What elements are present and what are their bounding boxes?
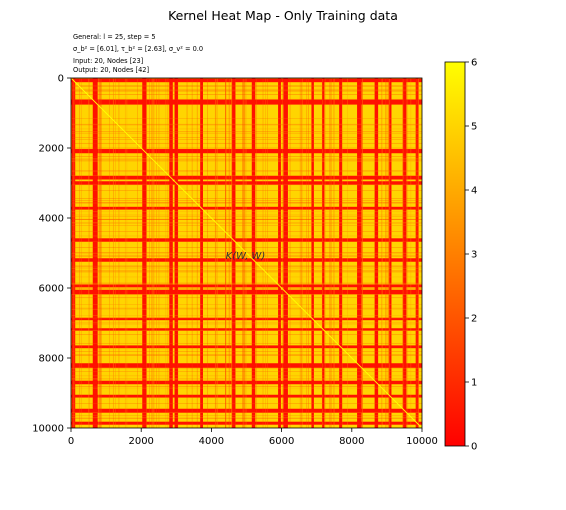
y-axis: 0 2000 4000 6000 8000 10000 (32, 74, 71, 435)
info-line-general: General: l = 25, step = 5 (73, 33, 156, 41)
heatmap-band-h-14 (71, 380, 422, 385)
heatmap-band-v-1 (92, 78, 98, 428)
heatmap-band-h-13 (71, 363, 422, 368)
y-tick-label: 0 (58, 74, 64, 85)
y-tick-label: 8000 (39, 354, 64, 365)
colorbar-tick-label: 1 (471, 378, 477, 389)
chart-title: Kernel Heat Map - Only Training data (168, 8, 398, 23)
heatmap-band-v-14 (374, 78, 379, 428)
heatmap-band-h-6 (71, 238, 422, 242)
colorbar-tick-label: 3 (471, 250, 477, 261)
info-line-input: Input: 20, Nodes [23] (73, 57, 143, 65)
parameter-info: General: l = 25, step = 5 σ_b² = [6.01],… (73, 33, 203, 74)
heatmap-band-h-0 (71, 78, 422, 83)
heatmap-band-h-16 (71, 408, 422, 413)
heatmap-plot-area (70, 77, 423, 429)
heatmap-band-h-2 (71, 149, 422, 154)
heatmap-band-h-12 (71, 345, 422, 349)
plot-frame (70, 77, 423, 429)
heatmap-band-v-12 (339, 78, 342, 428)
heatmap-band-h-15 (71, 394, 422, 398)
heatmap-band-h-4 (71, 181, 422, 185)
kernel-annotation: K(W, W) (226, 251, 266, 262)
y-tick-label: 6000 (39, 284, 64, 295)
heatmap-band-v-13 (357, 78, 362, 428)
heatmap-band-v-2 (142, 78, 147, 428)
heatmap-band-v-10 (311, 78, 314, 428)
heatmap-band-h-5 (71, 206, 422, 210)
x-tick-label: 4000 (199, 436, 224, 447)
y-tick-label: 4000 (39, 214, 64, 225)
x-tick-label: 10000 (406, 436, 438, 447)
colorbar-tick-label: 6 (471, 58, 477, 69)
heatmap-band-h-7 (71, 258, 422, 262)
colorbar-tick-label: 2 (471, 314, 477, 325)
heatmap-band-v-9 (283, 78, 288, 428)
heatmap-band-h-9 (71, 289, 422, 295)
heatmap-band-v-16 (402, 78, 407, 428)
heatmap-diagonal (70, 77, 423, 429)
heatmap-band-v-5 (200, 78, 203, 428)
y-tick-label: 10000 (32, 424, 64, 435)
heatmap-band-h-8 (71, 284, 422, 288)
heatmap-band-v-3 (169, 78, 173, 428)
y-tick-label: 2000 (39, 144, 64, 155)
heatmap-band-h-17 (71, 421, 422, 425)
heatmap-band-v-4 (174, 78, 179, 428)
info-line-variances: σ_b² = [6.01], τ_b² = [2.63], σ_v² = 0.0 (73, 45, 203, 53)
heatmap-band-h-1 (71, 99, 422, 105)
colorbar-tick-label: 5 (471, 122, 477, 133)
colorbar-tick-label: 4 (471, 186, 477, 197)
x-tick-label: 2000 (128, 436, 153, 447)
heatmap-band-h-11 (71, 328, 422, 331)
heatmap-band-v-11 (321, 78, 325, 428)
heatmap-band-h-3 (71, 176, 422, 180)
heatmap-band-h-10 (71, 317, 422, 321)
colorbar-gradient (444, 61, 466, 447)
x-axis: 0 2000 4000 6000 8000 10000 (68, 428, 438, 447)
heatmap-band-v-6 (231, 78, 236, 428)
x-tick-label: 0 (68, 436, 74, 447)
x-tick-label: 6000 (269, 436, 294, 447)
heatmap-band-v-8 (278, 78, 281, 428)
colorbar-tick-label: 0 (471, 442, 477, 453)
heatmap-band-v-15 (388, 78, 392, 428)
info-line-output: Output: 20, Nodes [42] (73, 66, 149, 74)
x-tick-label: 8000 (339, 436, 364, 447)
heatmap-band-v-7 (251, 78, 256, 428)
colorbar: 0 1 2 3 4 5 6 (444, 58, 477, 453)
